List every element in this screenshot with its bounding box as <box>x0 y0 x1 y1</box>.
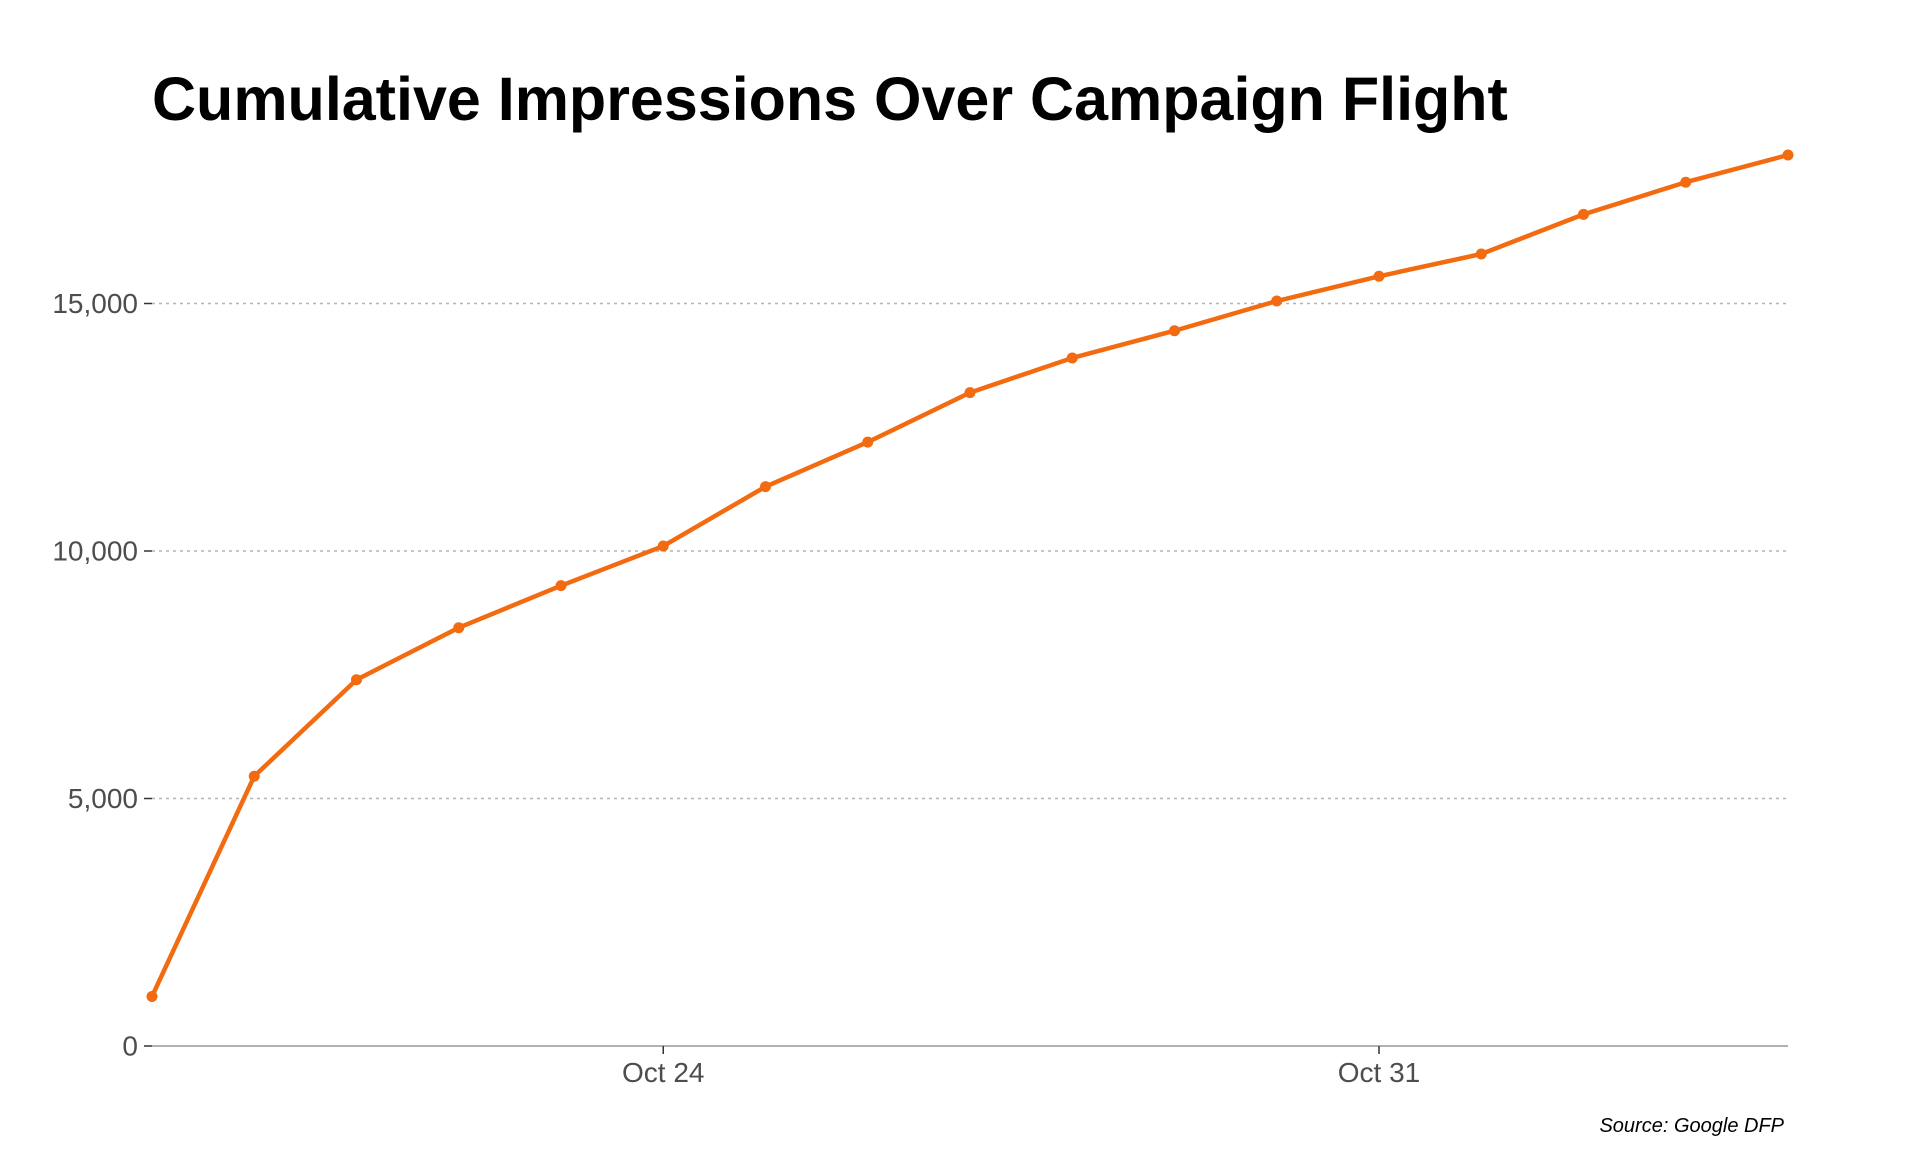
data-point-1 <box>248 770 260 782</box>
data-point-6 <box>760 481 771 493</box>
data-point-8 <box>964 387 976 399</box>
data-point-4 <box>555 580 567 592</box>
x-tick-label-0: Oct 24 <box>622 1057 704 1088</box>
series <box>149 152 1791 999</box>
gridlines <box>152 302 1788 800</box>
chart-title: Cumulative Impressions Over Campaign Fli… <box>152 65 1508 133</box>
data-point-7 <box>862 436 874 448</box>
y-tick-label-3: 15,000 <box>52 288 138 319</box>
x-tick-label-1: Oct 31 <box>1338 1057 1420 1088</box>
data-point-3 <box>453 622 465 634</box>
data-point-10 <box>1169 325 1180 337</box>
data-point-15 <box>1680 176 1692 188</box>
data-point-14 <box>1578 208 1589 220</box>
data-point-5 <box>657 540 669 552</box>
tick-labels: 0 5,000 10,000 15,000 Oct 24 Oct 31 <box>52 288 1420 1088</box>
data-points <box>146 149 1794 1002</box>
y-tick-label-0: 0 <box>122 1031 138 1062</box>
data-point-16 <box>1782 149 1794 161</box>
axes <box>144 302 1788 1054</box>
data-point-9 <box>1066 352 1078 364</box>
y-tick-label-2: 10,000 <box>52 536 138 567</box>
data-point-11 <box>1271 295 1283 307</box>
data-point-13 <box>1475 248 1487 260</box>
data-point-2 <box>351 674 362 686</box>
data-point-12 <box>1373 270 1385 282</box>
series-line-0 <box>149 152 1791 999</box>
y-tick-label-1: 5,000 <box>68 783 138 814</box>
data-point-0 <box>146 991 158 1002</box>
chart-source: Source: Google DFP <box>1599 1115 1784 1137</box>
